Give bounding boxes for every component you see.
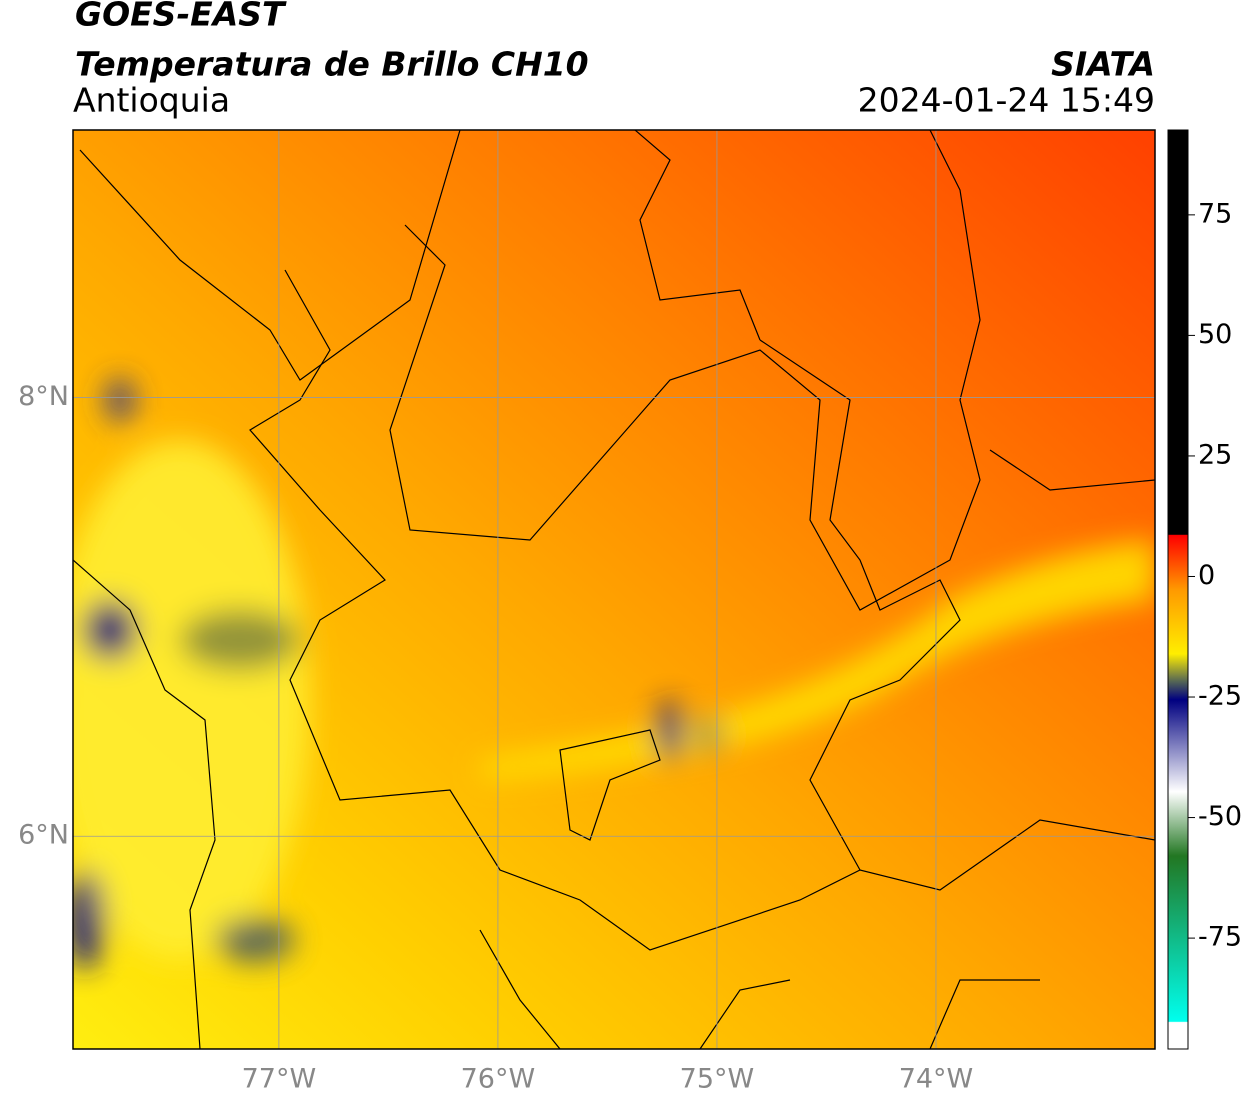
subtitle: Temperatura de Brillo CH10 [75, 45, 589, 84]
map-frame [72, 129, 1156, 1050]
x-tick-label: 75°W [680, 1064, 755, 1095]
colorbar-tick-label: 25 [1198, 439, 1232, 470]
title: GOES-EAST [75, 0, 287, 34]
colorbar-tick-label: -25 [1198, 681, 1242, 712]
x-tick-label: 77°W [242, 1064, 317, 1095]
x-tick-label: 74°W [899, 1064, 974, 1095]
x-tick-label: 76°W [461, 1064, 536, 1095]
datetime: 2024-01-24 15:49 [858, 81, 1155, 120]
colorbar-tick-label: -75 [1198, 922, 1242, 953]
colorbar-tick-label: 50 [1198, 319, 1232, 350]
colorbar [1167, 129, 1189, 1050]
y-tick-label: 6°N [18, 820, 69, 851]
colorbar-tick-label: 0 [1198, 560, 1215, 591]
source: SIATA [1051, 45, 1155, 84]
map-field [73, 130, 1155, 1049]
region: Antioquia [73, 81, 230, 120]
colorbar-tick-label: -50 [1198, 801, 1242, 832]
colorbar-tick-label: 75 [1198, 198, 1232, 229]
y-tick-label: 8°N [18, 381, 69, 412]
